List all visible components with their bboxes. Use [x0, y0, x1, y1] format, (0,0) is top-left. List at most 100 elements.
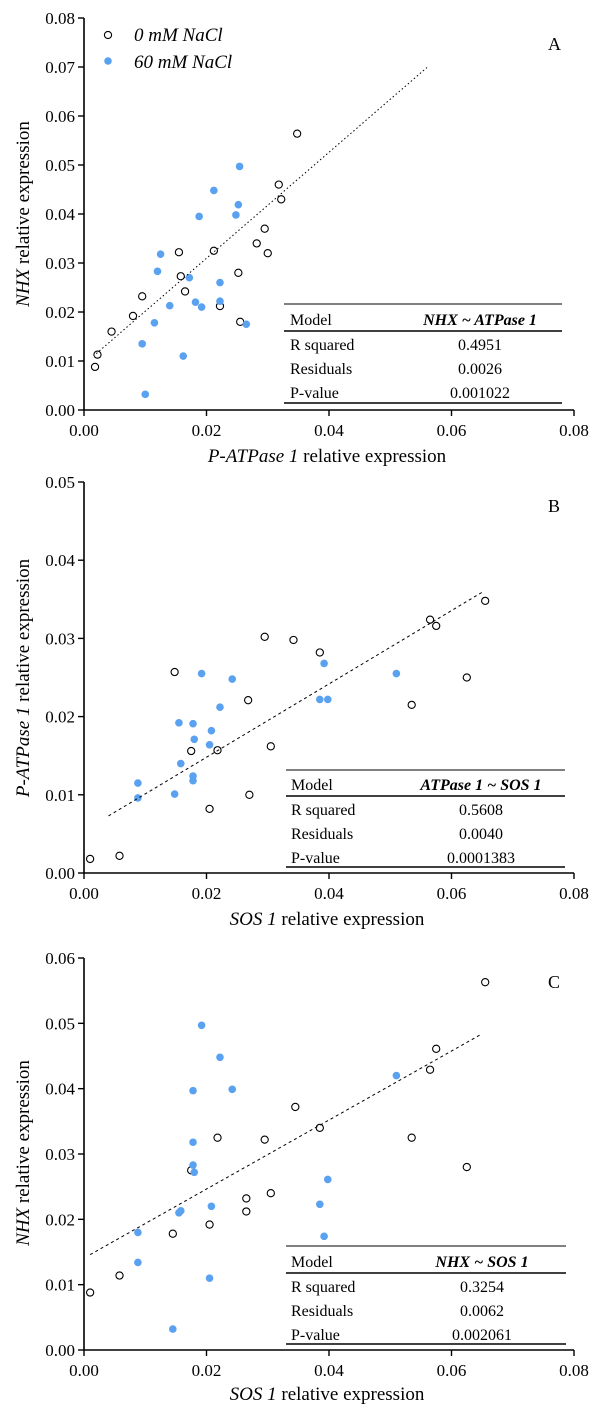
data-point-0mm: [174, 248, 184, 257]
data-point-60mm: [235, 162, 244, 171]
data-point-0mm: [407, 700, 416, 710]
panel-a-y-axis-label: NHX relative expression: [13, 121, 34, 308]
data-point-0mm: [245, 790, 254, 799]
data-point-0mm: [85, 854, 95, 864]
data-point-0mm: [180, 287, 190, 296]
data-point-0mm: [93, 350, 102, 359]
data-point-60mm: [189, 1086, 197, 1095]
panel-b-y-ticks: 0.00 0.01 0.02 0.03 0.04 0.05: [45, 473, 84, 883]
y-tick-label: 0.04: [45, 1080, 75, 1099]
y-tick-label: 0.02: [45, 708, 75, 727]
data-point-60mm: [189, 1161, 197, 1169]
panel-a-x-axis-label: P-ATPase 1 relative expression: [207, 446, 447, 467]
data-point-60mm: [195, 212, 203, 221]
data-point-0mm: [205, 1220, 214, 1229]
y-tick-label: 0.01: [45, 1276, 75, 1295]
data-point-60mm: [170, 790, 179, 798]
x-tick-label: 0.08: [559, 1361, 589, 1380]
panel-a-trendline: [95, 67, 428, 355]
legend-label-0mm: 0 mM NaCl: [134, 25, 223, 46]
panel-b-y-axis-label: P-ATPase 1 relative expression: [13, 558, 34, 798]
data-point-60mm: [316, 1200, 324, 1209]
y-tick-label: 0.01: [45, 352, 75, 371]
y-tick-label: 0.06: [45, 949, 75, 968]
legend-filled-marker: [104, 57, 112, 65]
data-point-0mm: [90, 362, 100, 372]
x-tick-label: 0.04: [314, 884, 344, 903]
data-point-0mm: [266, 1189, 275, 1198]
data-point-60mm: [189, 1138, 197, 1147]
table-a-p-label: P-value: [290, 385, 339, 402]
y-tick-label: 0.00: [45, 1341, 75, 1360]
x-tick-label: 0.04: [314, 1361, 344, 1380]
data-point-0mm: [205, 804, 214, 814]
data-point-60mm: [134, 794, 142, 802]
data-point-60mm: [216, 1053, 224, 1062]
table-b-model-value: ATPase 1 ~ SOS 1: [419, 777, 541, 794]
data-point-0mm: [176, 272, 185, 281]
table-a-res-label: Residuals: [290, 361, 352, 378]
data-point-0mm: [242, 1194, 251, 1203]
data-point-0mm: [432, 621, 441, 631]
table-a-rsq-label: R squared: [290, 337, 354, 354]
data-point-60mm: [205, 1274, 214, 1282]
panel-b-points-open: [85, 596, 490, 864]
table-a-rsq-value: 0.4951: [458, 337, 502, 354]
table-c-model-label: Model: [291, 1254, 333, 1271]
panel-c-points-filled: [134, 1021, 401, 1333]
data-point-60mm: [185, 273, 194, 282]
data-point-60mm: [165, 301, 174, 310]
panel-c-x-ticks: 0.00 0.02 0.04 0.06 0.08: [69, 1350, 589, 1380]
y-tick-label: 0.00: [45, 864, 75, 883]
data-point-0mm: [234, 268, 243, 277]
data-point-60mm: [207, 726, 216, 735]
data-point-60mm: [179, 352, 188, 360]
panel-a-points-open: [90, 129, 302, 372]
data-point-0mm: [242, 1207, 251, 1216]
panel-c-points-open: [85, 978, 490, 1297]
data-point-60mm: [228, 1085, 237, 1094]
data-point-0mm: [315, 648, 324, 657]
data-point-0mm: [407, 1133, 416, 1142]
data-point-60mm: [320, 1232, 328, 1241]
table-a-model-value: NHX ~ ATPase 1: [422, 312, 537, 329]
table-b-model-label: Model: [291, 777, 333, 794]
y-tick-label: 0.04: [45, 551, 75, 570]
data-point-60mm: [138, 340, 146, 348]
x-tick-label: 0.00: [69, 421, 99, 440]
x-tick-label: 0.06: [437, 421, 467, 440]
data-point-60mm: [134, 779, 142, 787]
table-b-rsq-value: 0.5608: [459, 802, 503, 819]
y-tick-label: 0.05: [45, 473, 75, 492]
panel-c-label: C: [548, 972, 560, 992]
x-tick-label: 0.02: [192, 1361, 222, 1380]
table-a-res-value: 0.0026: [458, 361, 502, 378]
table-c-p-label: P-value: [291, 1327, 340, 1344]
panel-c-x-axis-label: SOS 1 relative expression: [230, 1384, 425, 1405]
data-point-0mm: [138, 292, 147, 301]
data-point-60mm: [232, 211, 240, 219]
data-point-60mm: [323, 695, 332, 704]
data-point-0mm: [425, 1065, 435, 1074]
y-tick-label: 0.06: [45, 107, 75, 126]
data-point-60mm: [216, 297, 224, 306]
data-point-60mm: [242, 320, 251, 329]
data-point-60mm: [191, 298, 200, 307]
data-point-0mm: [315, 1123, 324, 1133]
y-tick-label: 0.03: [45, 1145, 75, 1164]
legend: 0 mM NaCl 60 mM NaCl: [103, 25, 232, 73]
panel-b-label: B: [548, 496, 560, 516]
panel-a-y-ticks: 0.00 0.01 0.02 0.03 0.04 0.05 0.06 0.07 0.08: [45, 9, 84, 420]
panel-c-trendline: [89, 1033, 483, 1256]
data-point-60mm: [234, 200, 243, 209]
table-b-rsq-label: R squared: [291, 802, 355, 819]
data-point-60mm: [323, 1175, 332, 1184]
y-tick-label: 0.03: [45, 254, 75, 273]
data-point-0mm: [260, 224, 269, 233]
table-a-p-value: 0.001022: [450, 385, 510, 402]
data-point-60mm: [189, 772, 197, 780]
data-point-60mm: [316, 695, 324, 704]
data-point-60mm: [150, 318, 159, 327]
data-point-60mm: [176, 1207, 185, 1215]
